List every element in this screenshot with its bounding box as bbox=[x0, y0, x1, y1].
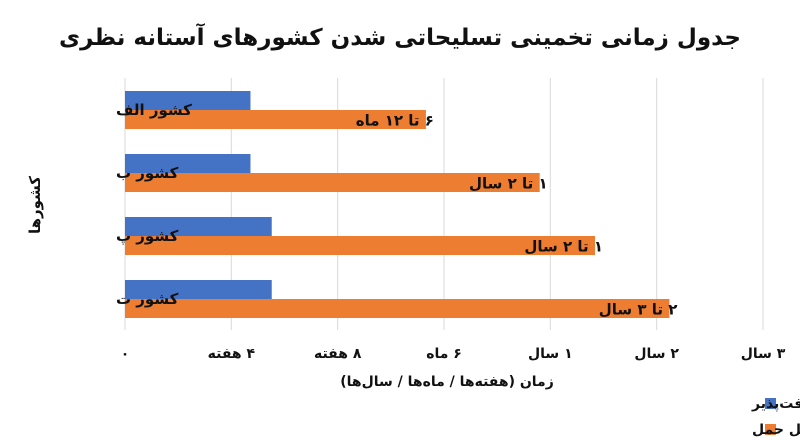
x-tick-label: ۴ هفته bbox=[208, 346, 256, 362]
category-label: کشور ب bbox=[116, 164, 179, 182]
legend-label: شکاف تا کلاهک قابل حمل bbox=[752, 422, 800, 438]
x-tick-label: ۰ bbox=[121, 346, 130, 362]
x-tick-label: ۸ هفته bbox=[314, 346, 362, 362]
category-label: کشور الف bbox=[116, 101, 192, 119]
data-label: ۲ تا ۳ سال bbox=[599, 301, 678, 319]
legend-swatch bbox=[765, 424, 776, 435]
bar bbox=[125, 91, 251, 110]
chart-title: جدول زمانی تخمینی تسلیحاتی شدن کشورهای آ… bbox=[59, 22, 741, 51]
x-tick-label: ۱ سال bbox=[528, 346, 573, 362]
x-axis-title: زمان (هفته‌ها / ماه‌ها / سال‌ها) bbox=[340, 374, 554, 390]
x-tick-labels: ۰ ۴ هفته ۸ هفته ۶ ماه ۱ سال ۲ سال ۳ سال bbox=[121, 346, 786, 362]
legend-swatch bbox=[765, 398, 776, 409]
bars bbox=[125, 91, 670, 318]
data-labels: ۶ تا ۱۲ ماه ۱ تا ۲ سال ۱ تا ۲ سال ۲ تا ۳ سا… bbox=[356, 112, 678, 319]
bar bbox=[125, 173, 540, 192]
y-axis-title: کشورها bbox=[26, 176, 44, 234]
category-labels: کشور الف کشور ب کشور پ کشور ت bbox=[116, 101, 192, 308]
data-label: ۶ تا ۱۲ ماه bbox=[356, 112, 434, 130]
bar bbox=[125, 217, 272, 236]
bar bbox=[125, 154, 251, 173]
x-tick-label: ۲ سال bbox=[634, 346, 679, 362]
bar bbox=[125, 299, 670, 318]
category-label: کشور ت bbox=[116, 290, 179, 308]
legend-label: دستیابی به مواد شکافت‌پذیر bbox=[751, 396, 800, 412]
bar bbox=[125, 236, 595, 255]
x-tick-label: ۶ ماه bbox=[426, 346, 462, 362]
legend: دستیابی به مواد شکافت‌پذیر شکاف تا کلاهک … bbox=[751, 396, 800, 438]
category-label: کشور پ bbox=[116, 227, 179, 245]
x-tick-label: ۳ سال bbox=[741, 346, 786, 362]
data-label: ۱ تا ۲ سال bbox=[524, 238, 603, 256]
bar bbox=[125, 280, 272, 299]
bar bbox=[125, 110, 426, 129]
data-label: ۱ تا ۲ سال bbox=[469, 175, 548, 193]
